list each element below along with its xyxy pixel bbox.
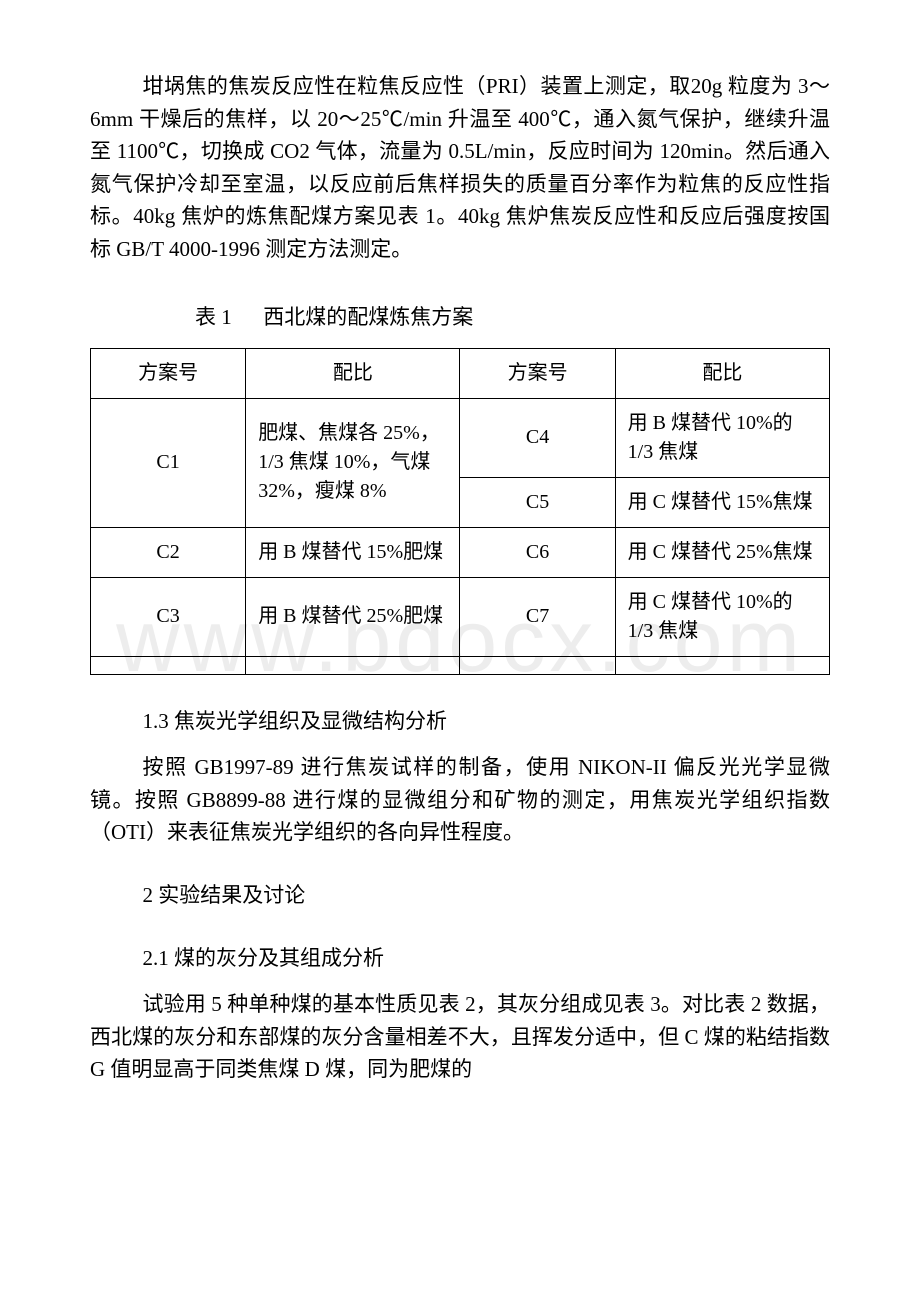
table-row: C1 肥煤、焦煤各 25%，1/3 焦煤 10%，气煤 32%，瘦煤 8% C4… [91,398,830,477]
paragraph-1-3: 按照 GB1997-89 进行焦炭试样的制备，使用 NIKON-II 偏反光光学… [90,751,830,849]
header-ratio-1: 配比 [246,348,460,398]
cell-c5-plan: C5 [460,477,615,527]
table-caption-title: 西北煤的配煤炼焦方案 [263,305,473,329]
cell-c6-plan: C6 [460,527,615,577]
cell-c2-plan: C2 [91,527,246,577]
table-empty-row [91,656,830,674]
cell-c3-plan: C3 [91,577,246,656]
document-content: 坩埚焦的焦炭反应性在粒焦反应性（PRI）装置上测定，取20g 粒度为 3～6mm… [90,70,830,1086]
cell-c1-plan: C1 [91,398,246,527]
section-2-heading: 2 实验结果及讨论 [90,879,830,912]
table-1: 方案号 配比 方案号 配比 C1 肥煤、焦煤各 25%，1/3 焦煤 10%，气… [90,348,830,675]
empty-cell [246,656,460,674]
empty-cell [91,656,246,674]
cell-c2-ratio: 用 B 煤替代 15%肥煤 [246,527,460,577]
table-row: C3 用 B 煤替代 25%肥煤 C7 用 C 煤替代 10%的 1/3 焦煤 [91,577,830,656]
cell-c7-plan: C7 [460,577,615,656]
cell-c4-ratio: 用 B 煤替代 10%的 1/3 焦煤 [615,398,829,477]
section-2-1-heading: 2.1 煤的灰分及其组成分析 [90,942,830,975]
table-row: C2 用 B 煤替代 15%肥煤 C6 用 C 煤替代 25%焦煤 [91,527,830,577]
cell-c6-ratio: 用 C 煤替代 25%焦煤 [615,527,829,577]
header-ratio-2: 配比 [615,348,829,398]
empty-cell [615,656,829,674]
table-1-caption: 表 1 西北煤的配煤炼焦方案 [90,301,830,334]
cell-c4-plan: C4 [460,398,615,477]
cell-c1-ratio: 肥煤、焦煤各 25%，1/3 焦煤 10%，气煤 32%，瘦煤 8% [246,398,460,527]
cell-c5-ratio: 用 C 煤替代 15%焦煤 [615,477,829,527]
empty-cell [460,656,615,674]
table-header-row: 方案号 配比 方案号 配比 [91,348,830,398]
header-plan-2: 方案号 [460,348,615,398]
header-plan-1: 方案号 [91,348,246,398]
cell-c3-ratio: 用 B 煤替代 25%肥煤 [246,577,460,656]
paragraph-intro: 坩埚焦的焦炭反应性在粒焦反应性（PRI）装置上测定，取20g 粒度为 3～6mm… [90,70,830,265]
table-caption-label: 表 1 [195,305,232,329]
cell-c7-ratio: 用 C 煤替代 10%的 1/3 焦煤 [615,577,829,656]
section-1-3-heading: 1.3 焦炭光学组织及显微结构分析 [90,705,830,738]
paragraph-2-1: 试验用 5 种单种煤的基本性质见表 2，其灰分组成见表 3。对比表 2 数据，西… [90,988,830,1086]
